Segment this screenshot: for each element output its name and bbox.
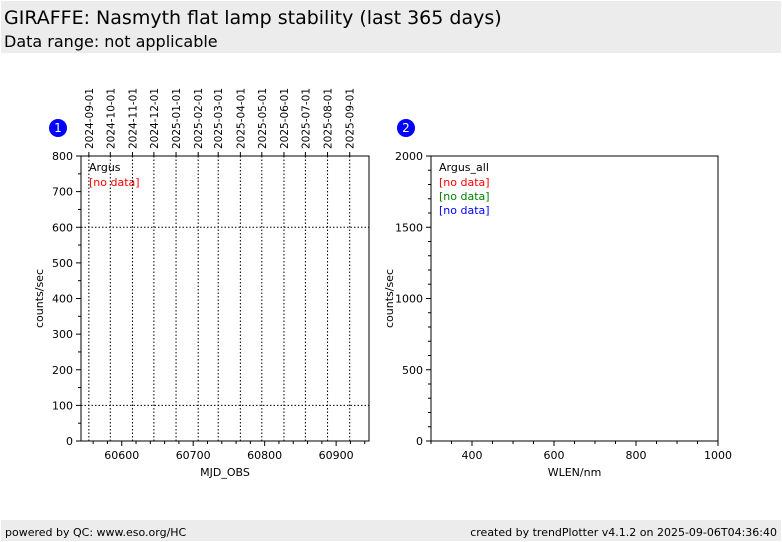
y-axis-label: counts/sec (33, 269, 46, 328)
top-date-label: 2025-06-01 (279, 88, 291, 149)
top-date-label: 2024-10-01 (105, 88, 117, 149)
y-tick-label: 2000 (395, 150, 423, 163)
footer-credit: powered by QC: www.eso.org/HC (5, 526, 187, 539)
y-tick-label: 600 (52, 221, 73, 234)
y-tick-label: 400 (52, 293, 73, 306)
y-tick-label: 500 (52, 257, 73, 270)
plot-frame (430, 155, 719, 442)
x-tick-label: 60800 (247, 449, 282, 462)
x-tick-label: 600 (544, 449, 565, 462)
footer-created: created by trendPlotter v4.1.2 on 2025-0… (470, 526, 777, 539)
top-date-label: 2025-01-01 (171, 88, 183, 149)
top-date-label: 2025-03-01 (213, 88, 225, 149)
top-date-label: 2025-07-01 (300, 88, 312, 149)
plot-frame (80, 155, 370, 442)
y-tick-label: 500 (402, 364, 423, 377)
x-tick-label: 60900 (319, 449, 354, 462)
legend-entry-no-data: [no data] (439, 204, 490, 217)
legend-entry-no-data: [no data] (89, 176, 140, 189)
panel-number-badge (397, 119, 415, 137)
page-title: GIRAFFE: Nasmyth flat lamp stability (la… (4, 7, 502, 29)
header-bar: GIRAFFE: Nasmyth flat lamp stability (la… (1, 1, 781, 53)
x-tick-label: 1000 (704, 449, 732, 462)
top-date-label: 2025-08-01 (323, 88, 335, 149)
top-date-label: 2025-04-01 (235, 88, 247, 149)
y-tick-label: 0 (66, 435, 73, 448)
x-tick-label: 400 (462, 449, 483, 462)
plot-panel-2: 0 500 1000 1500 2000 400 600 800 1000 WLEN/nm coun… (383, 119, 732, 479)
top-date-label: 2025-05-01 (257, 88, 269, 149)
top-date-label: 2024-09-01 (84, 88, 96, 149)
plot-panel-1: 0 100 200 300 400 500 600 700 800 60600 60700 60800… (33, 88, 370, 479)
page-subtitle: Data range: not applicable (4, 32, 218, 51)
x-axis-label: WLEN/nm (548, 466, 602, 479)
panel-number: 2 (402, 121, 410, 135)
legend-title: Argus_all (439, 161, 489, 174)
y-axis-label: counts/sec (383, 269, 396, 328)
x-tick-label: 60600 (104, 449, 139, 462)
x-tick-label: 800 (626, 449, 647, 462)
legend-entry-no-data: [no data] (439, 176, 490, 189)
y-tick-label: 700 (52, 186, 73, 199)
y-tick-label: 1000 (395, 293, 423, 306)
y-tick-label: 0 (416, 435, 423, 448)
y-tick-label: 1500 (395, 221, 423, 234)
y-tick-label: 800 (52, 150, 73, 163)
y-tick-label: 300 (52, 328, 73, 341)
top-date-label: 2025-09-01 (345, 88, 357, 149)
top-date-label: 2024-12-01 (149, 88, 161, 149)
y-tick-label: 100 (52, 399, 73, 412)
x-axis-label: MJD_OBS (200, 466, 250, 479)
legend-entry-no-data: [no data] (439, 190, 490, 203)
panel-number-badge (49, 119, 67, 137)
top-date-label: 2024-11-01 (127, 88, 139, 149)
top-date-label: 2025-02-01 (193, 88, 205, 149)
footer-bar: powered by QC: www.eso.org/HC created by… (1, 520, 781, 541)
y-tick-label: 200 (52, 364, 73, 377)
panel-number: 1 (54, 121, 62, 135)
legend-title: Argus (89, 161, 121, 174)
x-tick-label: 60700 (176, 449, 211, 462)
